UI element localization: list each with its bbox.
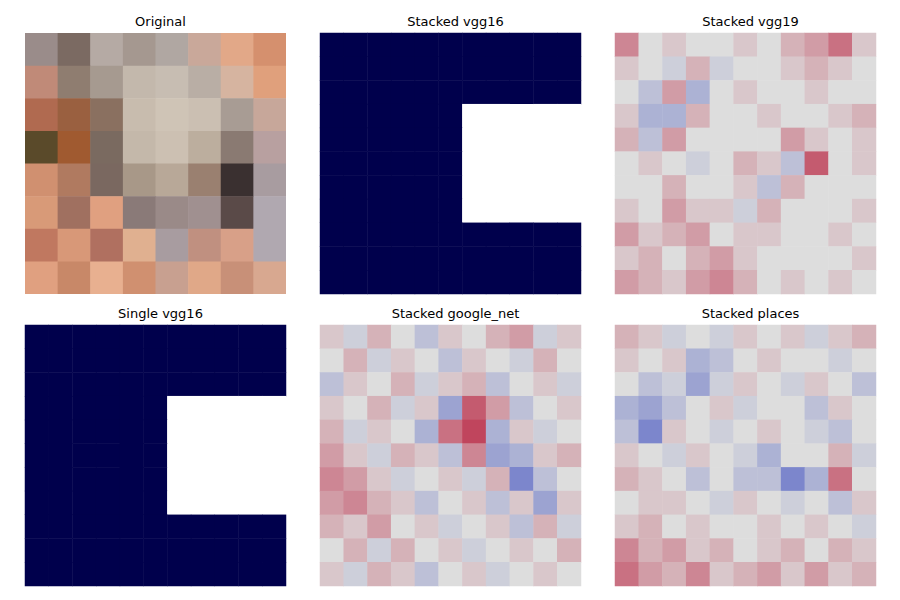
svg-text:Stacked vgg19: Stacked vgg19 <box>702 14 799 29</box>
svg-text:Stacked google_net: Stacked google_net <box>392 306 520 321</box>
svg-text:Stacked places: Stacked places <box>702 306 800 321</box>
svg-text:Stacked vgg16: Stacked vgg16 <box>407 14 504 29</box>
svg-text:Single vgg16: Single vgg16 <box>118 306 203 321</box>
svg-text:Original: Original <box>135 14 186 29</box>
